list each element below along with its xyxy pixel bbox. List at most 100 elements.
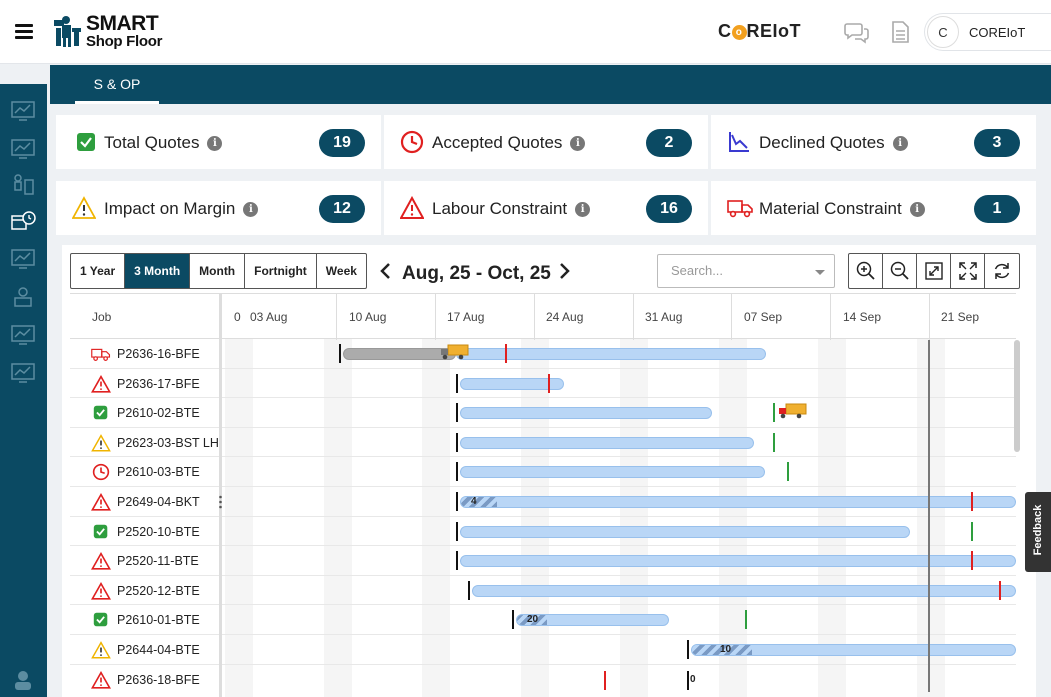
trend-chart-icon[interactable] [10,362,36,384]
warning-red-icon [91,581,111,600]
accepted-quotes-count: 2 [646,129,692,157]
zoom-in-button[interactable] [849,254,883,288]
panel-splitter[interactable] [219,293,222,697]
gantt-row[interactable]: P2520-11-BTE [70,546,1016,576]
info-icon[interactable]: i [892,136,908,151]
weekend-shade [917,339,945,697]
start-marker [339,344,341,363]
gantt-row[interactable]: P2649-04-BKT 4 [70,487,1016,517]
job-name: P2623-03-BST LH [117,435,219,450]
bar-label: 10 [720,644,732,655]
gantt-row[interactable]: P2636-17-BFE [70,369,1016,399]
chat-icon[interactable] [844,20,870,44]
start-marker [687,670,689,690]
start-marker [456,521,458,541]
declined-quotes-card[interactable]: Declined Quotes i 3 [711,115,1036,169]
chevron-down-icon[interactable] [815,270,825,275]
task-bar[interactable] [460,555,1016,568]
gantt-row[interactable]: P2610-01-BTE 20 [70,605,1016,635]
gantt-row[interactable]: P2636-18-BFE 0 [70,665,1016,697]
feedback-tab[interactable]: Feedback [1025,492,1051,572]
gantt-row[interactable]: P2623-03-BST LH [70,428,1016,458]
column-header-job[interactable]: Job [92,310,112,324]
tab-sop[interactable]: S & OP [75,65,159,104]
task-bar[interactable]: 20 [516,614,669,627]
total-quotes-card[interactable]: Total Quotes i 19 [56,115,381,169]
gantt-row[interactable]: P2636-16-BFE [70,339,1016,369]
gantt-row[interactable]: P2520-12-BTE [70,576,1016,606]
report-chart-icon[interactable] [10,324,36,346]
due-date-marker [745,610,747,630]
task-bar[interactable] [460,525,910,538]
date-separator [435,294,436,340]
range-3-month[interactable]: 3 Month [125,254,191,288]
job-search-select[interactable] [657,254,835,288]
accepted-quotes-card[interactable]: Accepted Quotes i 2 [384,115,708,169]
fullscreen-button[interactable] [951,254,985,288]
gantt-row[interactable]: P2520-10-BTE [70,517,1016,547]
monitor-chart-icon[interactable] [10,248,36,270]
analytics-chart-icon[interactable] [10,138,36,160]
task-bar[interactable] [472,584,1016,597]
search-input[interactable] [671,263,811,278]
task-bar[interactable] [460,377,564,390]
task-bar[interactable] [456,348,766,360]
dashboard-chart-icon[interactable] [10,100,36,122]
operator-icon[interactable] [10,286,36,308]
labour-constraint-card[interactable]: Labour Constraint i 16 [384,181,708,235]
calendar-clock-icon[interactable] [10,210,36,232]
refresh-button[interactable] [985,254,1019,288]
module-tab-bar: S & OP [50,65,1051,104]
fit-button[interactable] [917,254,951,288]
delivery-truck-icon[interactable] [778,403,808,419]
drag-handle-icon[interactable] [219,495,222,509]
deadline-marker [604,670,606,690]
date-tick: 24 Aug [546,310,584,324]
task-bar[interactable]: 4 [460,496,1016,508]
due-date-marker [971,521,973,541]
range-fortnight[interactable]: Fortnight [245,254,317,288]
delivery-truck-icon[interactable] [440,344,470,360]
hamburger-menu-icon[interactable] [15,24,33,39]
material-constraint-card[interactable]: Material Constraint i 1 [711,181,1036,235]
document-icon[interactable] [887,20,913,44]
clock-icon [92,464,110,481]
task-bar[interactable] [460,436,754,449]
deadline-marker [971,551,973,571]
sidebar [0,84,47,697]
gantt-row[interactable]: P2610-03-BTE [70,457,1016,487]
warning-red-icon [91,374,111,393]
start-marker [456,551,458,571]
range-month[interactable]: Month [190,254,246,288]
support-agent-icon[interactable] [10,668,36,690]
info-icon[interactable]: i [243,202,259,217]
smart-shop-floor-logo[interactable]: SMART Shop Floor [52,12,162,50]
card-label: Material Constraint i [759,199,925,219]
zoom-in-icon [856,261,875,280]
impact-on-margin-card[interactable]: Impact on Margin i 12 [56,181,381,235]
task-bar[interactable] [460,407,712,420]
info-icon[interactable]: i [909,202,925,217]
period-label: Aug, 25 - Oct, 25 [402,263,551,284]
gantt-row[interactable]: P2610-02-BTE [70,398,1016,428]
vertical-scrollbar[interactable] [1014,340,1020,452]
job-name: P2649-04-BKT [117,495,200,509]
task-bar[interactable] [460,466,765,479]
warning-yellow-icon [91,433,111,452]
job-name: P2610-03-BTE [117,465,200,480]
job-name: P2610-02-BTE [117,406,200,421]
user-menu[interactable]: C COREIoT [924,13,1051,51]
date-tick: 14 Sep [843,310,882,324]
task-bar[interactable]: 10 [691,644,1016,656]
range-1-year[interactable]: 1 Year [71,254,126,288]
info-icon[interactable]: i [207,136,223,151]
chevron-left-icon[interactable] [378,261,392,281]
zoom-out-button[interactable] [883,254,917,288]
gantt-row[interactable]: P2644-04-BTE 10 [70,635,1016,665]
info-icon[interactable]: i [575,202,591,217]
date-separator [929,294,930,340]
chevron-right-icon[interactable] [558,261,572,281]
info-icon[interactable]: i [570,136,586,151]
range-week[interactable]: Week [325,264,357,278]
workers-icon[interactable] [10,174,36,196]
